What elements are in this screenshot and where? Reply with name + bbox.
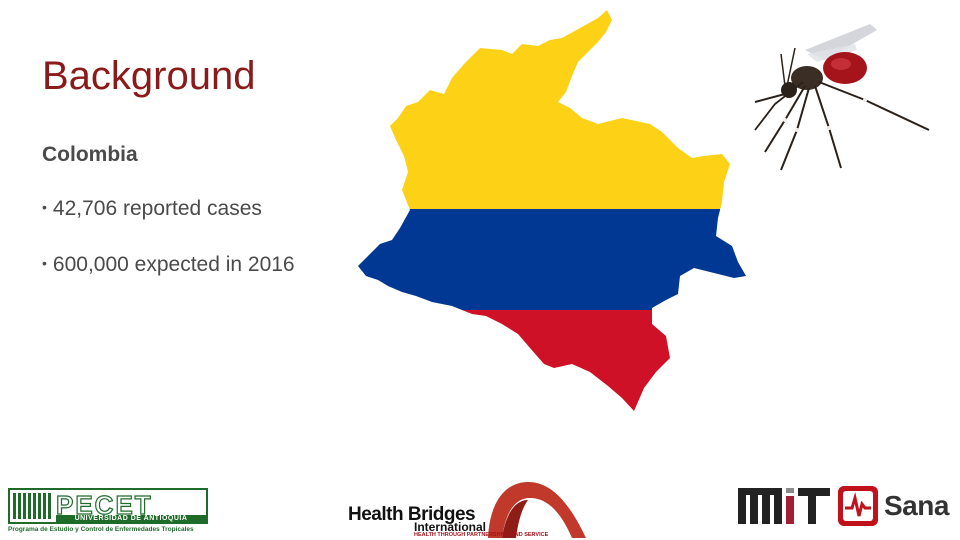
bullet-dot: • (42, 199, 47, 215)
hbi-name: Health Bridges (348, 504, 476, 525)
sana-emblem-icon (838, 486, 878, 526)
sana-wordmark: Sana (884, 490, 949, 521)
colombia-flag-map (352, 6, 752, 416)
sana-logo: Sana (838, 485, 956, 527)
hbi-tagline: HEALTH THROUGH PARTNERSHIPS AND SERVICE (414, 532, 549, 538)
pecet-program: Programa de Estudio y Control de Enferme… (8, 526, 194, 533)
country-heading: Colombia (42, 143, 138, 166)
slide-title: Background (42, 54, 256, 98)
mit-logo-mark (738, 488, 830, 524)
mosquito-photo (745, 20, 935, 180)
pecet-figures-icon (13, 493, 51, 519)
health-bridges-logo: Health Bridges International HEALTH THRO… (348, 478, 588, 538)
bullet-text: 42,706 reported cases (52, 197, 262, 220)
pecet-university: UNIVERSIDAD DE ANTIOQUIA (56, 515, 206, 523)
bridge-arch-icon (488, 482, 586, 538)
bullet-expected-cases: • 600,000 expected in 2016 (42, 253, 295, 277)
colombia-map-svg (358, 10, 746, 411)
bullet-text: 600,000 expected in 2016 (52, 253, 295, 276)
pecet-frame: PECET UNIVERSIDAD DE ANTIOQUIA (8, 488, 208, 524)
pecet-logo: PECET UNIVERSIDAD DE ANTIOQUIA Programa … (8, 488, 214, 536)
bullet-dot: • (42, 255, 47, 271)
mosquito-icon (745, 20, 935, 180)
hbi-international: International (414, 520, 487, 534)
mit-logo (738, 488, 830, 524)
bullet-reported-cases: • 42,706 reported cases (42, 197, 262, 221)
